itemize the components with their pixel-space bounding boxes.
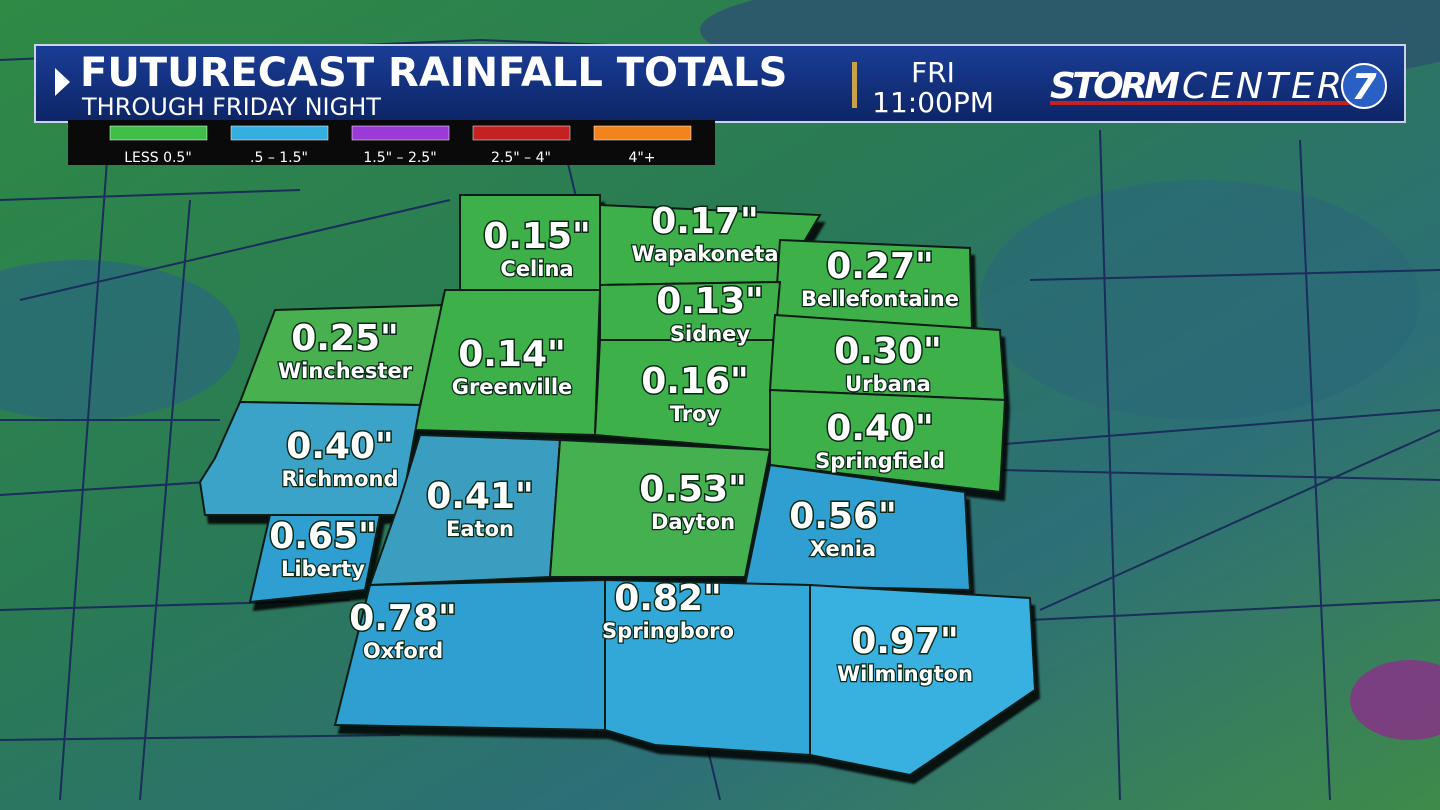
rain-amount: 0.41" — [426, 476, 534, 517]
city-name: Wapakoneta — [631, 242, 778, 266]
city-name: Troy — [670, 402, 721, 426]
header-bar — [34, 44, 1406, 123]
header-arrow — [55, 68, 70, 96]
rain-area — [980, 180, 1420, 420]
city-name: Springfield — [815, 449, 945, 473]
rain-amount: 0.53" — [639, 469, 747, 510]
county — [743, 463, 972, 592]
legend-label: 2.5" – 4" — [491, 150, 551, 166]
rain-amount: 0.25" — [291, 318, 399, 359]
rain-amount: 0.82" — [614, 578, 722, 619]
city-name: Sidney — [670, 322, 751, 346]
logo-badge — [1341, 63, 1387, 109]
rain-amount: 0.27" — [826, 246, 934, 287]
legend-swatch — [230, 125, 329, 141]
legend-label: 4"+ — [628, 150, 655, 166]
city-name: Wilmington — [837, 662, 973, 686]
county — [198, 400, 422, 516]
logo-underline — [1050, 101, 1350, 105]
city-name: Greenville — [452, 375, 573, 399]
legend-swatch — [472, 125, 571, 141]
forecast-time: 11:00PM — [872, 86, 994, 119]
city-name: Urbana — [845, 372, 931, 396]
rain-amount: 0.16" — [641, 361, 749, 402]
county — [809, 583, 1037, 777]
rain-amount: 0.40" — [286, 426, 394, 467]
rain-amount: 0.56" — [789, 496, 897, 537]
legend-label: 1.5" – 2.5" — [363, 150, 436, 166]
city-name: Winchester — [278, 359, 413, 383]
logo-number: 7 — [1351, 67, 1376, 108]
county — [769, 388, 1007, 494]
rain-amount: 0.14" — [458, 334, 566, 375]
legend: LESS 0.5" .5 – 1.5" 1.5" – 2.5" 2.5" – 4" 4"… — [109, 125, 692, 166]
rain-amount: 0.97" — [851, 621, 959, 662]
county — [368, 433, 562, 587]
rain-area — [0, 260, 240, 420]
title: FUTURECAST RAINFALL TOTALS — [80, 50, 787, 96]
city-name: Springboro — [602, 619, 734, 643]
legend-swatch — [109, 125, 208, 141]
rain-amount: 0.78" — [349, 598, 457, 639]
counties — [198, 194, 1037, 777]
legend-label: .5 – 1.5" — [250, 150, 308, 166]
city-name: Celina — [500, 257, 573, 281]
rain-amount: 0.13" — [656, 281, 764, 322]
county — [248, 514, 382, 604]
county — [604, 578, 811, 757]
rain-area — [1350, 660, 1440, 740]
city-name: Eaton — [446, 517, 514, 541]
forecast-day: FRI — [911, 56, 955, 89]
labels: 0.15"Celina 0.17"Wapakoneta 0.27"Bellefont… — [268, 200, 975, 688]
rain-amount: 0.40" — [826, 408, 934, 449]
logo: STORM CENTER 7 — [1050, 63, 1387, 109]
subtitle: THROUGH FRIDAY NIGHT — [81, 93, 381, 121]
city-name: Dayton — [651, 510, 735, 534]
rain-amount: 0.17" — [651, 201, 759, 242]
rain-amount: 0.15" — [483, 216, 591, 257]
city-name: Liberty — [281, 557, 365, 581]
city-name: Xenia — [810, 537, 876, 561]
logo-center: CENTER — [1182, 66, 1342, 107]
divider — [852, 62, 857, 108]
rain-amount: 0.65" — [269, 516, 377, 557]
county — [548, 438, 772, 578]
city-name: Bellefontaine — [801, 287, 959, 311]
legend-label: LESS 0.5" — [124, 150, 192, 166]
legend-swatch — [593, 125, 692, 141]
city-name: Richmond — [281, 467, 398, 491]
city-name: Oxford — [363, 639, 443, 663]
legend-swatch — [351, 125, 450, 141]
logo-storm: STORM — [1050, 66, 1180, 107]
rain-amount: 0.30" — [834, 331, 942, 372]
